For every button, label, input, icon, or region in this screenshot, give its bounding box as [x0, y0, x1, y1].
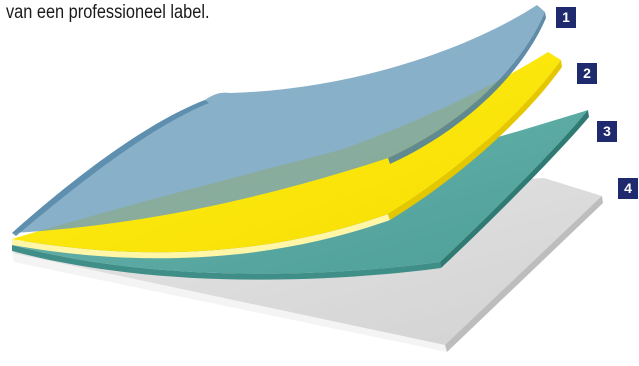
- layer-1-top-film: [12, 5, 546, 236]
- layer-3-badge: 3: [597, 121, 617, 142]
- layer-2-badge: 2: [577, 63, 597, 84]
- layer-1-badge: 1: [556, 7, 576, 28]
- caption-text: van een professioneel label.: [6, 2, 210, 23]
- layer-4-badge: 4: [618, 178, 638, 199]
